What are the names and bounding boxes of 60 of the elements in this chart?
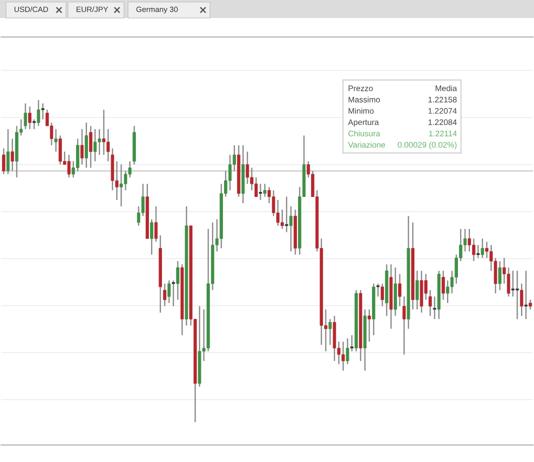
candlestick [84,122,88,168]
candlestick [498,260,502,291]
candlestick [24,102,28,130]
annotation: Variazione [348,142,386,148]
candlestick [402,296,406,356]
candlestick [98,128,102,156]
candlestick [263,183,266,198]
annotation: Apertura [348,119,379,127]
candlestick [350,334,354,352]
candlestick [167,280,171,304]
annotation: Chiusura [348,130,380,136]
candlestick [346,338,350,365]
text: Media [436,85,457,92]
candlestick [398,273,402,307]
candlestick [284,196,288,233]
candlestick [80,128,84,166]
candlestick [172,280,176,307]
candlestick [41,102,44,120]
candlestick [176,260,180,300]
candlestick [28,106,32,130]
candlestick [89,125,92,168]
annotation: 0.00029 (0.02%) [398,142,457,150]
candlestick [150,218,154,256]
annotation: 1.22114 [429,130,457,136]
candlestick [480,238,484,259]
candlestick [258,183,262,201]
candlestick [442,270,445,300]
candlestick [524,270,528,320]
candlestick [246,151,250,184]
candlestick [506,266,510,298]
candlestick [163,283,166,307]
candlestick [228,154,232,191]
candlestick [428,289,432,316]
candlestick [446,280,450,304]
annotation: Massimo [348,96,380,102]
candlestick [154,206,158,242]
candlestick [36,99,40,127]
candlestick [32,118,36,130]
candlestick [528,299,532,310]
candlestick [476,244,480,259]
candlestick [520,283,524,316]
candlestick [416,270,419,310]
candlestick [124,170,128,191]
candlestick [54,128,58,152]
candlestick [67,154,71,178]
text: Prezzo [348,86,373,92]
annotation: 1.22074 [428,108,457,114]
annotation: 1.22084 [428,119,457,126]
candlestick [368,308,371,342]
annotation: 1.22158 [428,96,457,102]
candlestick [10,138,14,172]
candlestick [289,206,293,252]
candlestick [511,270,515,298]
candlestick [380,283,384,307]
candlestick [328,318,332,346]
annotation: Minimo [348,108,374,114]
candlestick [2,148,6,175]
candlestick [93,128,97,162]
candlestick [432,296,436,320]
candlestick [6,128,10,175]
